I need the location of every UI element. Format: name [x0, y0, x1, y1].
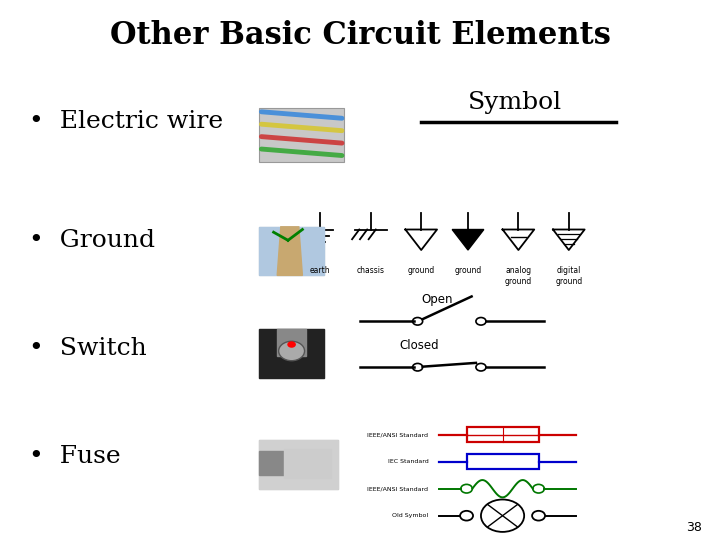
Polygon shape [452, 230, 484, 250]
Text: Closed: Closed [400, 339, 439, 352]
Bar [259, 440, 338, 489]
Text: ground: ground [454, 266, 482, 275]
Polygon shape [259, 227, 324, 275]
Polygon shape [259, 329, 324, 378]
Text: Old Symbol: Old Symbol [392, 513, 428, 518]
Text: •  Ground: • Ground [29, 229, 155, 252]
Text: Symbol: Symbol [468, 91, 562, 114]
Polygon shape [277, 329, 306, 356]
Text: Open: Open [421, 293, 453, 306]
Bar [259, 227, 324, 275]
Text: IEEE/ANSI Standard: IEEE/ANSI Standard [367, 486, 428, 491]
Text: •  Fuse: • Fuse [29, 445, 120, 468]
Bar [467, 427, 539, 442]
Text: •  Switch: • Switch [29, 337, 147, 360]
Text: digital
ground: digital ground [555, 266, 582, 286]
Polygon shape [259, 440, 338, 489]
Polygon shape [277, 227, 302, 275]
Text: IEEE/ANSI Standard: IEEE/ANSI Standard [367, 432, 428, 437]
Text: Other Basic Circuit Elements: Other Basic Circuit Elements [109, 19, 611, 51]
Text: 38: 38 [686, 521, 702, 534]
Polygon shape [259, 451, 284, 475]
Text: earth: earth [310, 266, 330, 275]
Text: IEC Standard: IEC Standard [387, 459, 428, 464]
Polygon shape [284, 449, 331, 478]
Text: ground: ground [408, 266, 435, 275]
Circle shape [287, 341, 296, 348]
Circle shape [279, 341, 305, 361]
Bar [259, 108, 344, 162]
Text: analog
ground: analog ground [505, 266, 532, 286]
Text: •  Electric wire: • Electric wire [29, 110, 223, 133]
Bar [467, 454, 539, 469]
Text: chassis: chassis [357, 266, 384, 275]
Bar [259, 329, 324, 378]
